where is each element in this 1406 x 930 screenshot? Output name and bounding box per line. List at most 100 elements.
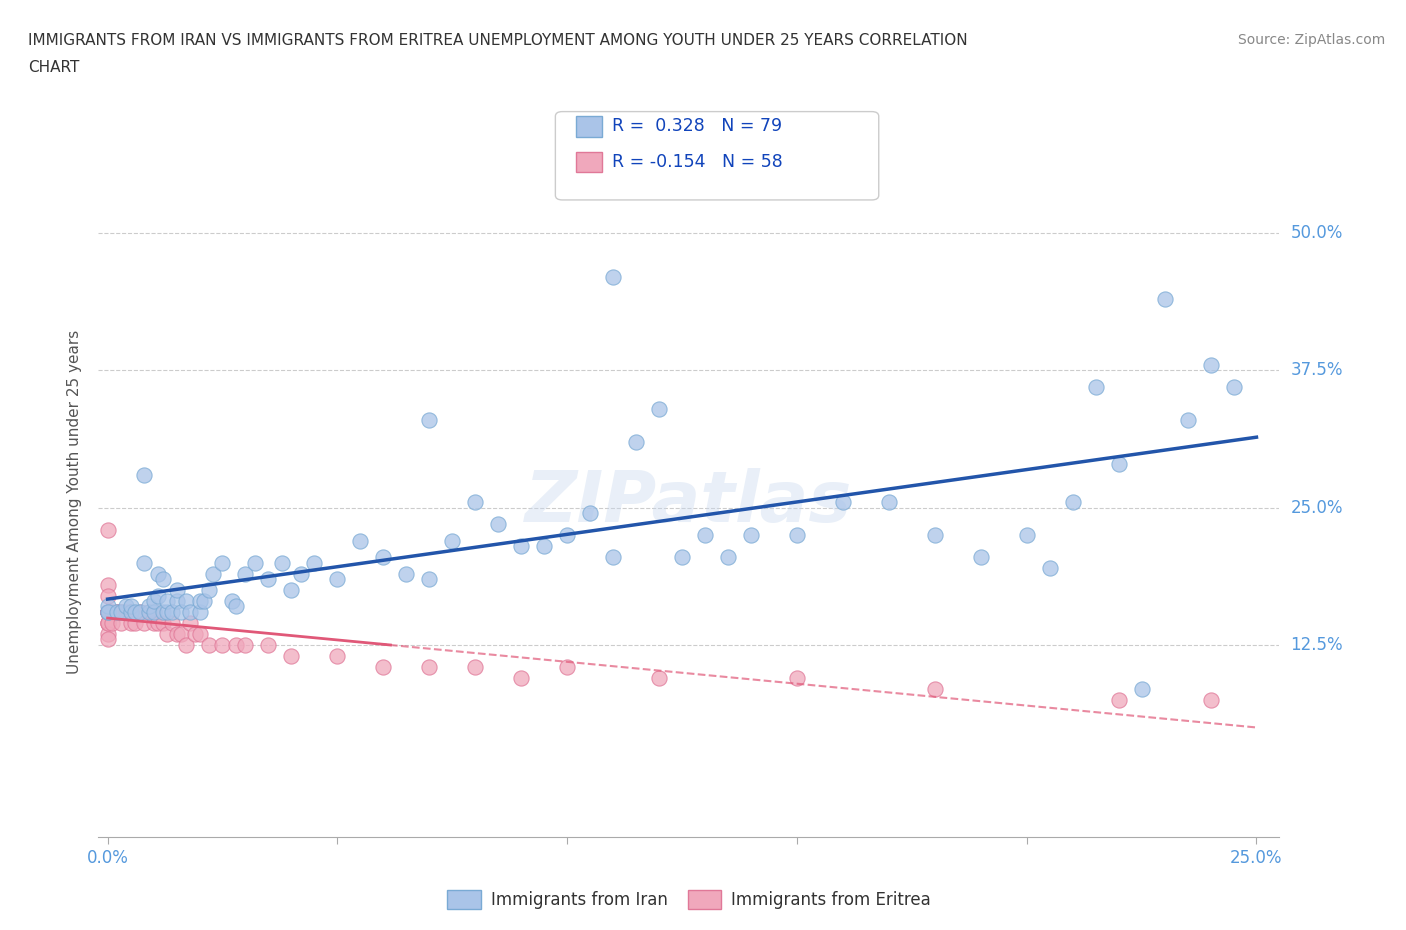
Point bbox=[1039, 561, 1062, 576]
Point bbox=[235, 566, 257, 581]
Point bbox=[624, 434, 647, 449]
Point bbox=[271, 555, 294, 570]
Point bbox=[464, 659, 486, 674]
Point bbox=[877, 495, 900, 510]
Point bbox=[486, 517, 509, 532]
Point bbox=[142, 604, 165, 619]
Point bbox=[142, 604, 165, 619]
Point bbox=[179, 604, 201, 619]
Point bbox=[464, 495, 486, 510]
Point bbox=[146, 588, 169, 603]
Point bbox=[152, 604, 174, 619]
Point bbox=[831, 495, 853, 510]
Point bbox=[97, 627, 120, 642]
Point bbox=[257, 572, 280, 587]
Point bbox=[211, 555, 233, 570]
Point bbox=[97, 604, 120, 619]
Point bbox=[579, 506, 602, 521]
Point bbox=[1130, 682, 1153, 697]
Text: ZIPatlas: ZIPatlas bbox=[526, 468, 852, 537]
Point bbox=[115, 599, 138, 614]
Point bbox=[134, 616, 156, 631]
Point bbox=[152, 616, 174, 631]
Point bbox=[1153, 292, 1175, 307]
Point bbox=[128, 604, 150, 619]
Point bbox=[124, 604, 146, 619]
Point bbox=[156, 604, 179, 619]
Point bbox=[193, 593, 215, 608]
Point bbox=[101, 616, 124, 631]
Point bbox=[120, 616, 142, 631]
Point bbox=[1062, 495, 1084, 510]
Point bbox=[225, 637, 247, 652]
Point bbox=[235, 637, 257, 652]
Point bbox=[142, 593, 165, 608]
Text: 25.0%: 25.0% bbox=[1291, 498, 1343, 517]
Point bbox=[134, 467, 156, 482]
Point bbox=[115, 604, 138, 619]
Point bbox=[97, 632, 120, 647]
Point bbox=[510, 538, 533, 553]
Point bbox=[97, 604, 120, 619]
Point bbox=[160, 604, 183, 619]
Point bbox=[138, 599, 160, 614]
Point bbox=[146, 616, 169, 631]
Point bbox=[97, 616, 120, 631]
Point bbox=[146, 566, 169, 581]
Point bbox=[510, 671, 533, 685]
Point bbox=[188, 604, 211, 619]
Point bbox=[648, 402, 671, 417]
Point bbox=[740, 527, 762, 542]
Point bbox=[156, 593, 179, 608]
Point bbox=[717, 550, 740, 565]
Legend: Immigrants from Iran, Immigrants from Eritrea: Immigrants from Iran, Immigrants from Er… bbox=[440, 884, 938, 916]
Point bbox=[105, 604, 128, 619]
Point bbox=[101, 604, 124, 619]
Point bbox=[120, 604, 142, 619]
Point bbox=[290, 566, 312, 581]
Point bbox=[188, 627, 211, 642]
Point bbox=[166, 627, 188, 642]
Point bbox=[1177, 412, 1199, 427]
Point bbox=[555, 659, 578, 674]
Text: IMMIGRANTS FROM IRAN VS IMMIGRANTS FROM ERITREA UNEMPLOYMENT AMONG YOUTH UNDER 2: IMMIGRANTS FROM IRAN VS IMMIGRANTS FROM … bbox=[28, 33, 967, 47]
Point bbox=[1015, 527, 1038, 542]
Point bbox=[671, 550, 693, 565]
Point bbox=[924, 527, 946, 542]
Point bbox=[97, 616, 120, 631]
Point bbox=[160, 616, 183, 631]
Point bbox=[97, 523, 120, 538]
Point bbox=[152, 572, 174, 587]
Point bbox=[418, 412, 440, 427]
Point bbox=[202, 566, 225, 581]
Point bbox=[280, 648, 302, 663]
Y-axis label: Unemployment Among Youth under 25 years: Unemployment Among Youth under 25 years bbox=[67, 330, 83, 674]
Point bbox=[349, 533, 371, 548]
Point bbox=[1108, 457, 1130, 472]
Point bbox=[179, 616, 201, 631]
Point bbox=[693, 527, 716, 542]
Point bbox=[110, 604, 132, 619]
Point bbox=[257, 637, 280, 652]
Point bbox=[142, 616, 165, 631]
Text: CHART: CHART bbox=[28, 60, 80, 75]
Point bbox=[326, 648, 349, 663]
Point bbox=[373, 550, 395, 565]
Point bbox=[602, 550, 624, 565]
Point bbox=[326, 572, 349, 587]
Point bbox=[97, 578, 120, 592]
Text: 12.5%: 12.5% bbox=[1291, 636, 1343, 654]
Point bbox=[156, 627, 179, 642]
Point bbox=[648, 671, 671, 685]
Point bbox=[221, 593, 243, 608]
Point bbox=[1199, 692, 1222, 707]
Point bbox=[97, 604, 120, 619]
Point bbox=[97, 604, 120, 619]
Point bbox=[602, 270, 624, 285]
Point bbox=[138, 604, 160, 619]
Point bbox=[105, 604, 128, 619]
Point bbox=[1084, 379, 1107, 394]
Text: R = -0.154   N = 58: R = -0.154 N = 58 bbox=[612, 153, 782, 171]
Point bbox=[97, 604, 120, 619]
Point bbox=[197, 637, 219, 652]
